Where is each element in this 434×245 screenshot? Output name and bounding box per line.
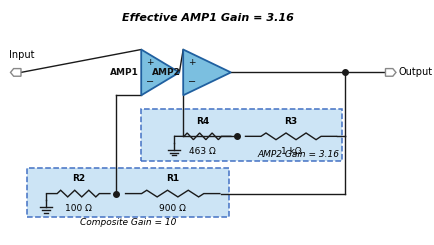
- Polygon shape: [385, 69, 395, 76]
- FancyBboxPatch shape: [26, 168, 228, 217]
- Text: R2: R2: [72, 174, 85, 183]
- FancyBboxPatch shape: [141, 109, 341, 161]
- Text: Effective AMP1 Gain = 3.16: Effective AMP1 Gain = 3.16: [122, 13, 293, 23]
- Text: Output: Output: [398, 67, 432, 77]
- Text: R3: R3: [284, 117, 297, 126]
- Text: 100 Ω: 100 Ω: [65, 204, 92, 213]
- Text: AMP2 Gain = 3.16: AMP2 Gain = 3.16: [257, 150, 339, 159]
- Text: AMP2: AMP2: [151, 68, 180, 77]
- Text: −: −: [146, 77, 154, 87]
- Text: R4: R4: [196, 117, 209, 126]
- Text: +: +: [187, 58, 195, 67]
- Text: 463 Ω: 463 Ω: [189, 147, 216, 156]
- Text: AMP1: AMP1: [109, 68, 138, 77]
- Polygon shape: [10, 69, 21, 76]
- Text: −: −: [187, 77, 196, 87]
- Polygon shape: [183, 49, 230, 95]
- Text: 1 kΩ: 1 kΩ: [280, 147, 301, 156]
- Text: R1: R1: [166, 174, 179, 183]
- Text: 900 Ω: 900 Ω: [159, 204, 186, 213]
- Text: +: +: [146, 58, 153, 67]
- Polygon shape: [141, 49, 179, 95]
- Text: Input: Input: [9, 50, 34, 60]
- Text: Composite Gain = 10: Composite Gain = 10: [79, 218, 176, 227]
